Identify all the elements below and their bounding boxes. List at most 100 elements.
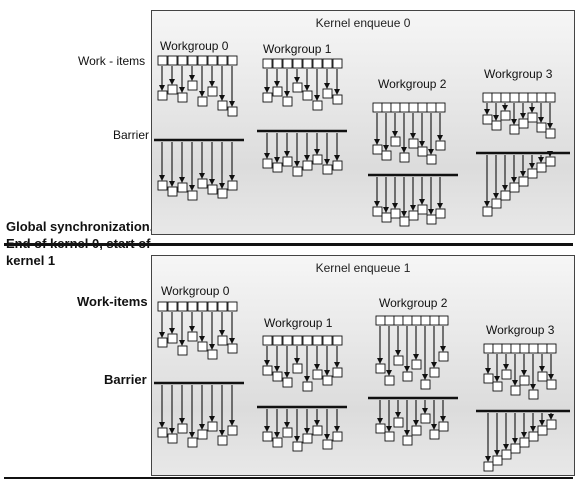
work-item-box <box>188 332 197 341</box>
work-item-box <box>293 336 302 345</box>
work-item-box <box>519 177 528 186</box>
arrowhead <box>493 193 499 199</box>
arrowhead <box>374 201 380 207</box>
arrowhead <box>304 85 310 91</box>
work-item-box <box>168 187 177 196</box>
arrowhead <box>512 438 518 444</box>
arrowhead <box>159 85 165 91</box>
work-item-box <box>208 422 217 431</box>
work-item-box <box>520 376 529 385</box>
arrowhead <box>530 384 536 390</box>
arrowhead <box>189 326 195 332</box>
arrowhead <box>274 366 280 372</box>
work-item-box <box>198 97 207 106</box>
work-item-box <box>439 316 448 325</box>
work-item-box <box>394 418 403 427</box>
arrowhead <box>314 364 320 370</box>
work-item-box <box>519 93 528 102</box>
arrowhead <box>395 350 401 356</box>
work-item-box <box>484 462 493 471</box>
work-item-box <box>493 456 502 465</box>
work-item-box <box>510 93 519 102</box>
arrowhead <box>401 211 407 217</box>
work-item-box <box>313 101 322 110</box>
work-item-box <box>484 374 493 383</box>
work-item-box <box>323 376 332 385</box>
arrowhead <box>440 346 446 352</box>
work-item-box <box>400 103 409 112</box>
work-item-box <box>168 302 177 311</box>
work-items-label-1: Work-items <box>77 294 148 309</box>
work-item-box <box>293 442 302 451</box>
arrowhead <box>294 358 300 364</box>
arrowhead <box>314 95 320 101</box>
work-item-box <box>333 161 342 170</box>
arrowhead <box>383 145 389 151</box>
kernel-panel-1: Kernel enqueue 1 Workgroup 0 Workgroup 1… <box>151 255 575 476</box>
work-item-box <box>168 56 177 65</box>
work-item-box <box>313 155 322 164</box>
work-item-box <box>511 344 520 353</box>
arrowhead <box>386 426 392 432</box>
work-item-box <box>430 368 439 377</box>
arrowhead <box>548 374 554 380</box>
work-item-box <box>303 336 312 345</box>
work-item-box <box>178 346 187 355</box>
work-item-box <box>158 428 167 437</box>
work-item-box <box>303 382 312 391</box>
work-item-box <box>273 438 282 447</box>
work-item-box <box>333 95 342 104</box>
work-item-box <box>394 316 403 325</box>
arrowhead <box>304 428 310 434</box>
work-item-box <box>436 103 445 112</box>
arrowhead <box>324 434 330 440</box>
arrowhead <box>521 432 527 438</box>
work-item-box <box>538 426 547 435</box>
work-item-box <box>198 430 207 439</box>
work-item-box <box>208 350 217 359</box>
work-item-box <box>382 103 391 112</box>
arrowhead <box>503 444 509 450</box>
arrowhead <box>484 201 490 207</box>
work-item-box <box>528 113 537 122</box>
work-item-box <box>520 438 529 447</box>
arrowhead <box>502 185 508 191</box>
work-item-box <box>208 56 217 65</box>
work-item-box <box>427 103 436 112</box>
arrowhead <box>383 207 389 213</box>
work-item-box <box>228 302 237 311</box>
work-item-box <box>436 141 445 150</box>
work-item-box <box>483 115 492 124</box>
work-item-box <box>537 93 546 102</box>
arrowhead <box>304 376 310 382</box>
work-item-box <box>547 344 556 353</box>
arrowhead <box>401 147 407 153</box>
work-item-box <box>418 147 427 156</box>
arrowhead <box>529 163 535 169</box>
work-item-box <box>158 91 167 100</box>
barrier-label-1: Barrier <box>104 372 147 387</box>
work-item-box <box>333 336 342 345</box>
work-item-box <box>228 426 237 435</box>
arrowhead <box>422 374 428 380</box>
arrowhead <box>419 199 425 205</box>
work-item-box <box>273 336 282 345</box>
arrowhead <box>334 89 340 95</box>
work-item-box <box>323 440 332 449</box>
work-item-box <box>283 428 292 437</box>
work-item-box <box>484 344 493 353</box>
arrowhead <box>179 87 185 93</box>
work-item-box <box>273 163 282 172</box>
work-item-box <box>178 424 187 433</box>
work-item-box <box>198 302 207 311</box>
work-item-box <box>492 93 501 102</box>
arrowhead <box>428 149 434 155</box>
work-item-box <box>403 372 412 381</box>
arrowhead <box>169 181 175 187</box>
arrowhead <box>199 91 205 97</box>
arrowhead <box>485 368 491 374</box>
work-item-box <box>510 183 519 192</box>
work-item-box <box>547 380 556 389</box>
arrowhead <box>324 159 330 165</box>
work-item-box <box>546 129 555 138</box>
